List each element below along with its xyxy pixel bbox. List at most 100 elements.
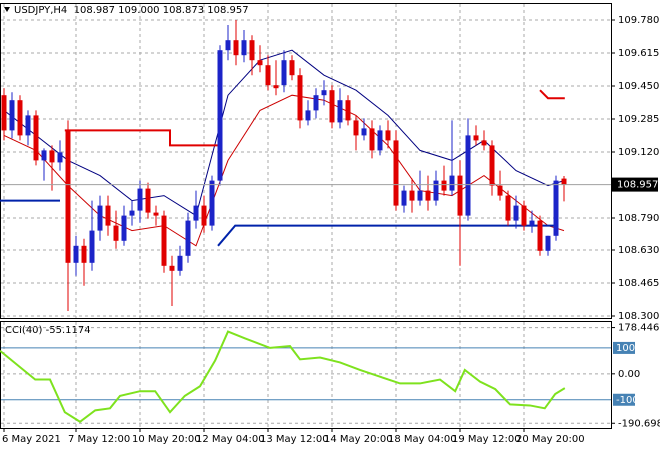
level-label: 100 bbox=[616, 343, 635, 354]
candle-body bbox=[377, 130, 383, 151]
candle-body bbox=[241, 40, 247, 56]
candle-body bbox=[401, 190, 407, 206]
x-tick-label: 19 May 12:00 bbox=[452, 434, 521, 445]
y-tick-label: 109.120 bbox=[618, 147, 659, 158]
candle-body bbox=[225, 40, 231, 51]
candle-body bbox=[177, 255, 183, 271]
candle-body bbox=[89, 230, 95, 263]
x-tick-label: 18 May 04:00 bbox=[388, 434, 457, 445]
candle-body bbox=[513, 205, 519, 221]
candle-body bbox=[153, 212, 159, 216]
y-tick-label: -190.6983 bbox=[618, 418, 660, 429]
candle-body bbox=[345, 100, 351, 121]
x-tick-label: 12 May 04:00 bbox=[196, 434, 265, 445]
x-tick-label: 7 May 12:00 bbox=[68, 434, 130, 445]
candle-body bbox=[481, 140, 487, 146]
x-tick-label: 14 May 20:00 bbox=[324, 434, 393, 445]
candle-body bbox=[473, 135, 479, 141]
candle-body bbox=[41, 150, 47, 161]
candle-body bbox=[521, 205, 527, 226]
candle-body bbox=[393, 140, 399, 206]
cci-title: CCI(40) -55.1174 bbox=[5, 325, 91, 336]
y-tick-label: 109.615 bbox=[618, 48, 659, 59]
candle-body bbox=[121, 215, 127, 241]
candle-body bbox=[73, 245, 79, 263]
candle-body bbox=[33, 115, 39, 161]
candle-body bbox=[297, 75, 303, 121]
candle-body bbox=[129, 210, 135, 216]
candle-body bbox=[417, 190, 423, 201]
x-tick-label: 10 May 20:00 bbox=[132, 434, 201, 445]
candle-body bbox=[409, 190, 415, 201]
candle-body bbox=[457, 175, 463, 216]
candle-body bbox=[265, 65, 271, 86]
y-tick-label: 109.780 bbox=[618, 15, 659, 26]
level-label-box bbox=[613, 393, 635, 406]
candle-body bbox=[161, 215, 167, 266]
candle-body bbox=[193, 205, 199, 221]
y-tick-label: 108.300 bbox=[618, 311, 659, 322]
candle-body bbox=[281, 60, 287, 86]
last-price-label: 108.957 bbox=[617, 180, 658, 191]
candle-body bbox=[57, 152, 63, 163]
candle-body bbox=[529, 220, 535, 226]
menu-icon bbox=[4, 7, 10, 12]
level-label-box bbox=[613, 341, 635, 354]
candle-body bbox=[105, 205, 111, 226]
candle-body bbox=[321, 90, 327, 96]
candle-body bbox=[17, 100, 23, 136]
overlay-line bbox=[0, 199, 556, 247]
candle-body bbox=[425, 190, 431, 201]
candle-body bbox=[145, 188, 151, 213]
candle-body bbox=[249, 40, 255, 61]
candle-body bbox=[449, 175, 455, 191]
level-label: -100 bbox=[616, 395, 639, 406]
candle-body bbox=[1, 95, 7, 131]
candle-body bbox=[553, 180, 559, 236]
candle-body bbox=[257, 60, 263, 66]
candle-body bbox=[65, 130, 71, 263]
candle-body bbox=[273, 85, 279, 89]
candle-body bbox=[369, 128, 375, 151]
candle-body bbox=[497, 185, 503, 196]
candle-body bbox=[25, 115, 31, 136]
candle-body bbox=[217, 50, 223, 181]
y-tick-label: 0.00 bbox=[618, 369, 640, 380]
x-tick-label: 13 May 12:00 bbox=[260, 434, 329, 445]
candle-body bbox=[329, 90, 335, 123]
candle-body bbox=[353, 120, 359, 136]
candle-body bbox=[49, 150, 55, 163]
candle-body bbox=[169, 265, 175, 271]
y-tick-label: 178.4469 bbox=[618, 323, 660, 334]
overlay-line bbox=[64, 89, 565, 147]
y-tick-label: 108.465 bbox=[618, 278, 659, 289]
last-price-box bbox=[612, 177, 658, 192]
candle-body bbox=[441, 180, 447, 191]
x-tick-label: 20 May 20:00 bbox=[516, 434, 585, 445]
candle-body bbox=[489, 145, 495, 186]
candle-body bbox=[537, 220, 543, 251]
candle-body bbox=[505, 195, 511, 221]
candle-body bbox=[81, 245, 87, 263]
candle-body bbox=[545, 235, 551, 251]
candle-body bbox=[337, 100, 343, 123]
candle-body bbox=[113, 225, 119, 241]
chart-title: USDJPY,H4 108.987 109.000 108.873 108.95… bbox=[14, 5, 249, 16]
candle-body bbox=[433, 180, 439, 201]
y-tick-label: 109.285 bbox=[618, 114, 659, 125]
candle-body bbox=[289, 60, 295, 76]
candle-body bbox=[305, 110, 311, 121]
y-tick-label: 109.450 bbox=[618, 81, 659, 92]
cci-line bbox=[0, 330, 566, 423]
candle-body bbox=[137, 188, 143, 211]
candle-body bbox=[185, 220, 191, 256]
candle-body bbox=[313, 95, 319, 111]
y-tick-label: 108.790 bbox=[618, 213, 659, 224]
candle-body bbox=[561, 178, 567, 185]
candle-body bbox=[97, 205, 103, 231]
candle-body bbox=[233, 40, 239, 56]
candle-body bbox=[465, 135, 471, 216]
candle-body bbox=[201, 205, 207, 226]
cci-panel bbox=[0, 321, 612, 429]
